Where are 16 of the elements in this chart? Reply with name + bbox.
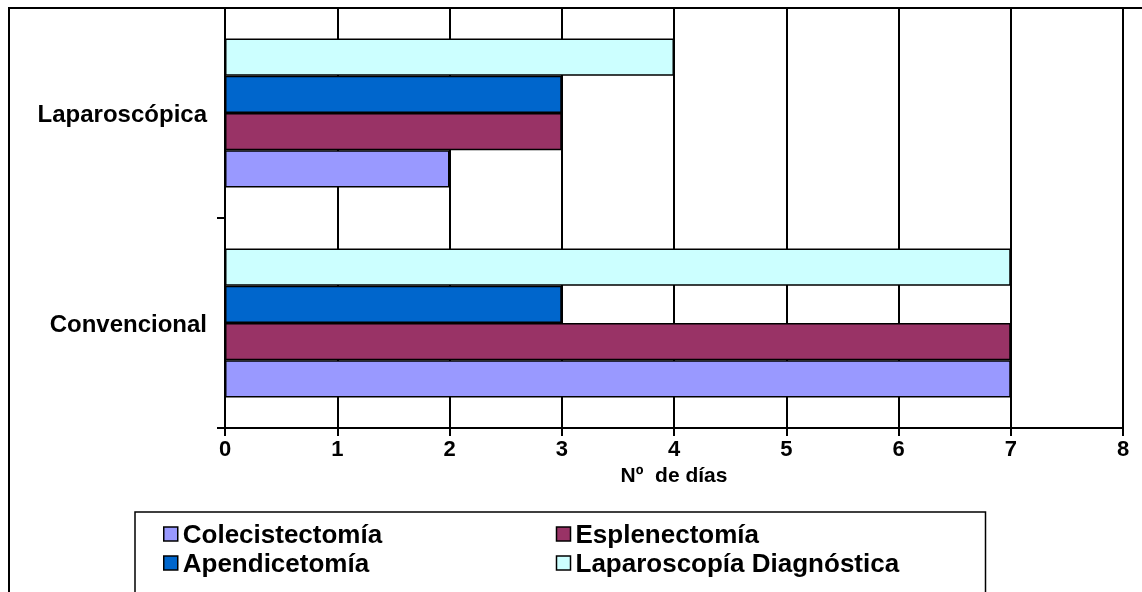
x-axis-title: Nº de días: [620, 463, 728, 486]
y-tick-label: Convencional: [49, 309, 207, 337]
x-tick-label: 7: [1004, 435, 1017, 461]
x-tick-label: 2: [443, 435, 456, 461]
y-tick-label: Laparoscópica: [37, 99, 208, 127]
legend-label: Laparoscopía Diagnóstica: [575, 548, 900, 578]
x-tick-label: 3: [555, 435, 568, 461]
x-tick-label: 0: [218, 435, 232, 461]
x-tick-label: 6: [892, 435, 905, 461]
x-tick-label: 1: [331, 435, 344, 461]
legend-label: Esplenectomía: [575, 519, 760, 549]
x-tick-label: 5: [780, 435, 793, 461]
x-tick-label: 4: [667, 435, 681, 461]
x-tick-label: 8: [1116, 435, 1130, 461]
legend-label: Colecistectomía: [182, 519, 383, 549]
legend-label: Apendicetomía: [182, 548, 370, 578]
